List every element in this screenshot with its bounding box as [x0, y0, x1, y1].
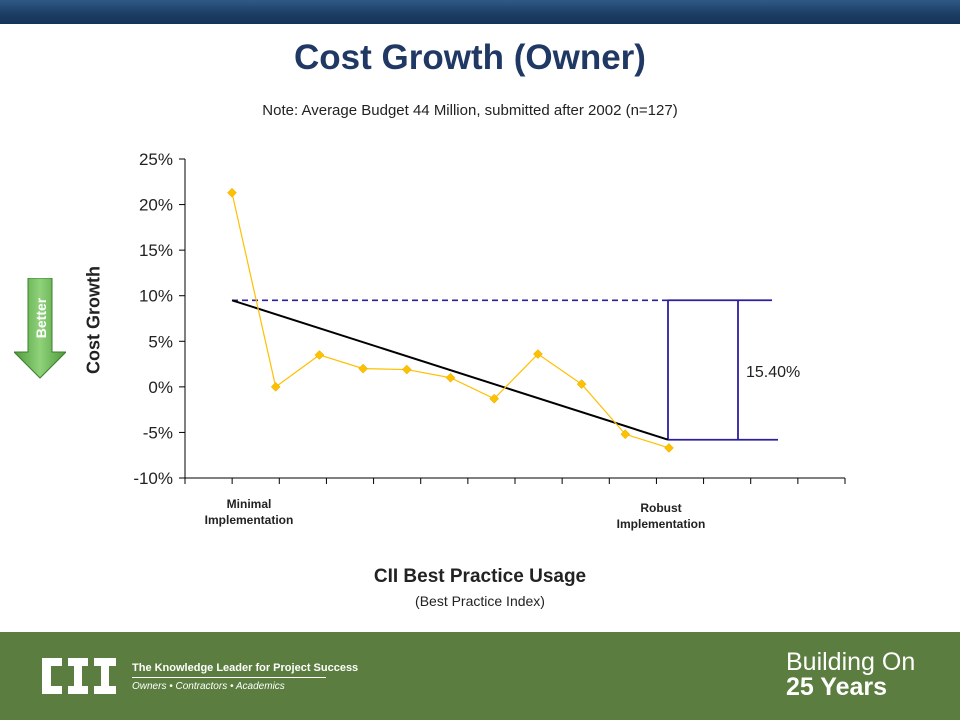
data-series [227, 187, 674, 453]
cii-logo-icon [42, 658, 116, 694]
data-point [401, 364, 412, 375]
y-tick-label: -10% [133, 469, 173, 488]
top-banner [0, 0, 960, 24]
data-point [445, 372, 456, 383]
data-point [533, 349, 543, 359]
x-axis [184, 477, 846, 484]
x-axis-subtitle: (Best Practice Index) [415, 593, 545, 609]
y-axis-title: Cost Growth [83, 266, 104, 374]
category-label: Minimal Implementation [204, 497, 294, 527]
trend-line [231, 299, 669, 441]
y-tick-label: 10% [139, 287, 173, 306]
data-point [576, 379, 587, 389]
difference-annotation: 15.40% [746, 364, 800, 381]
data-point [620, 429, 631, 440]
y-tick-label: -5% [143, 423, 173, 442]
annotations: 15.40% [746, 364, 800, 381]
chart-note: Note: Average Budget 44 Million, submitt… [262, 102, 678, 119]
y-tick-label: 25% [139, 150, 173, 169]
footer-bar [0, 632, 960, 720]
trend-line-group [231, 299, 669, 441]
page-title: Cost Growth (Owner) [294, 38, 646, 77]
category-label: Robust Implementation [616, 501, 706, 531]
data-point [227, 187, 237, 198]
data-point [489, 393, 500, 404]
data-point [270, 382, 281, 392]
y-axis: -10% -5% 0% 5% 10% 15% 20% 25% [133, 150, 186, 488]
better-arrow-icon [14, 278, 66, 379]
data-point [664, 443, 674, 453]
y-tick-label: 0% [148, 378, 173, 397]
x-axis-title: CII Best Practice Usage [373, 566, 587, 587]
y-tick-label: 15% [139, 241, 173, 260]
anniversary-line-1: Building On [786, 648, 916, 676]
y-tick-label: 20% [139, 196, 173, 215]
anniversary-line-2: 25 Years [786, 673, 888, 701]
y-tick-label: 5% [148, 332, 173, 351]
reference-lines [232, 299, 778, 441]
better-label: Better [33, 297, 49, 339]
data-point [314, 350, 325, 360]
footer-divider [132, 677, 326, 678]
data-point [358, 363, 368, 374]
footer-tagline: The Knowledge Leader for Project Success [132, 662, 359, 674]
footer-subtagline: Owners • Contractors • Academics [132, 681, 285, 692]
